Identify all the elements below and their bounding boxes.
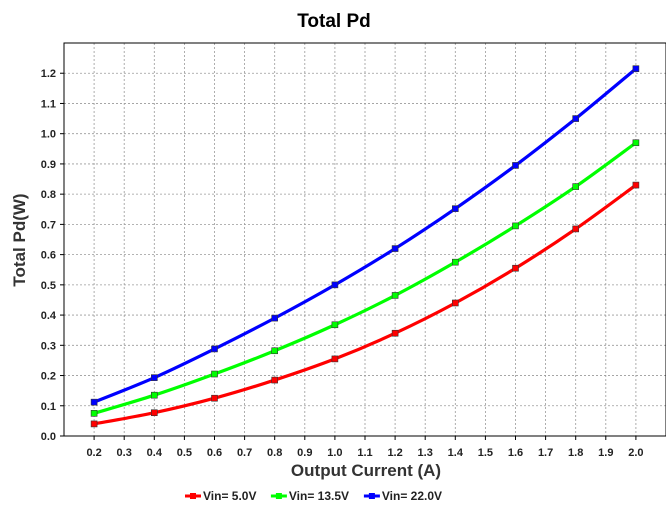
series-1	[90, 181, 640, 428]
x-tick-label: 0.7	[237, 447, 252, 459]
y-tick-label: 0.5	[41, 280, 56, 292]
data-point	[572, 183, 580, 190]
data-point	[632, 139, 640, 147]
data-point	[331, 321, 339, 329]
y-tick-label: 0.9	[41, 159, 56, 171]
x-tick-label: 0.3	[117, 447, 132, 459]
series-group	[90, 65, 640, 428]
series-2	[90, 139, 640, 417]
x-tick-label: 0.6	[207, 447, 222, 459]
legend-item-2: Vin= 13.5V	[270, 489, 349, 503]
x-tick-label: 1.3	[418, 447, 433, 459]
x-tick-label: 1.5	[478, 447, 493, 459]
data-point	[211, 345, 218, 353]
x-tick-label: 0.8	[267, 447, 282, 459]
data-point	[331, 355, 339, 363]
y-tick-label: 0.3	[41, 340, 56, 352]
y-tick-label: 0.8	[41, 189, 56, 201]
x-tick-label: 1.2	[387, 447, 402, 459]
data-point	[632, 181, 640, 189]
series-line	[92, 183, 638, 426]
legend: Vin= 5.0V Vin= 13.5V Vin= 22.0V	[185, 489, 442, 503]
y-tick-label: 0.2	[41, 371, 56, 383]
data-point	[632, 65, 640, 72]
data-point	[512, 264, 519, 272]
series-line	[92, 67, 638, 404]
x-tick-label: 1.9	[598, 447, 613, 459]
legend-swatch-marker	[275, 493, 282, 499]
x-tick-label: 0.9	[297, 447, 312, 459]
legend-label: Vin= 5.0V	[203, 489, 256, 503]
data-point	[151, 391, 158, 399]
legend-label: Vin= 22.0V	[382, 489, 442, 503]
legend-swatch-marker	[368, 493, 375, 499]
y-tick-label: 1.2	[41, 68, 56, 80]
x-tick-label: 1.8	[568, 447, 583, 459]
chart-title: Total Pd	[297, 11, 371, 32]
data-point	[211, 370, 218, 378]
data-point	[572, 115, 580, 122]
y-tick-label: 0.1	[41, 401, 56, 413]
x-tick-label: 0.4	[147, 447, 163, 459]
data-point	[271, 314, 279, 322]
data-point	[211, 394, 218, 402]
y-tick-label: 1.1	[41, 98, 56, 110]
data-point	[151, 374, 158, 381]
x-tick-label: 2.0	[628, 447, 643, 459]
y-tick-label: 0.0	[41, 431, 56, 443]
data-point	[512, 162, 519, 169]
data-point	[451, 205, 459, 212]
data-point	[512, 222, 519, 230]
x-tick-label: 0.2	[86, 447, 101, 459]
x-tick-label: 1.1	[357, 447, 372, 459]
data-point	[271, 347, 279, 355]
series-3	[90, 65, 640, 406]
x-tick-label: 1.4	[448, 447, 464, 459]
series-line	[92, 141, 638, 415]
data-point	[90, 410, 98, 417]
x-tick-label: 1.0	[327, 447, 342, 459]
data-point	[391, 329, 399, 337]
legend-item-3: Vin= 22.0V	[363, 489, 442, 503]
y-tick-label: 1.0	[41, 129, 56, 141]
legend-swatch-marker	[190, 493, 196, 499]
data-point	[151, 409, 158, 417]
data-point	[331, 281, 339, 289]
x-tick-label: 1.6	[508, 447, 523, 459]
y-axis-ticks: 0.0 0.1 0.2 0.3 0.4 0.5 0.6 0.7 0.8 0.9 1.0 1.1 1.2	[41, 68, 64, 443]
data-point	[451, 299, 459, 307]
data-point	[572, 225, 580, 233]
y-axis-label: Total Pd(W)	[10, 193, 29, 286]
x-tick-label: 0.5	[177, 447, 192, 459]
x-tick-label: 1.7	[538, 447, 553, 459]
y-tick-label: 0.4	[41, 310, 57, 322]
legend-item-1: Vin= 5.0V	[185, 489, 256, 503]
data-point	[271, 376, 279, 384]
data-point	[451, 258, 459, 266]
x-axis-ticks: 0.2 0.3 0.4 0.5 0.6 0.7 0.8 0.9 1.0 1.1 1.2 1.3 1.4 1…	[86, 436, 644, 459]
x-axis-label: Output Current (A)	[291, 461, 441, 480]
data-point	[391, 292, 399, 299]
data-point	[391, 245, 399, 252]
legend-label: Vin= 13.5V	[289, 489, 349, 503]
y-tick-label: 0.6	[41, 250, 56, 262]
grid	[64, 43, 666, 437]
data-point	[90, 398, 98, 406]
y-tick-label: 0.7	[41, 219, 56, 231]
data-point	[90, 420, 98, 428]
